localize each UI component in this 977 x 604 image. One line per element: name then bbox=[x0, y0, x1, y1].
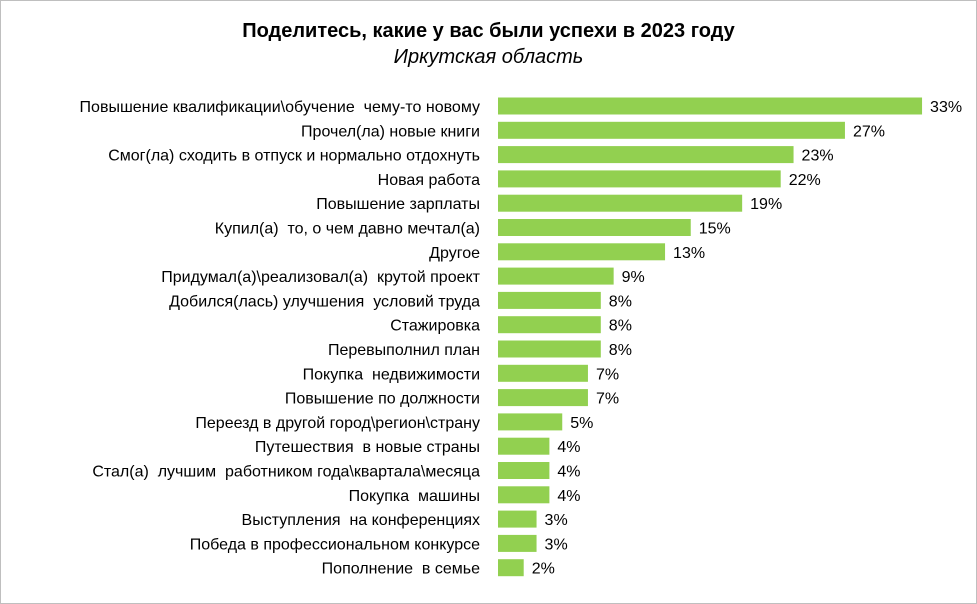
bar bbox=[498, 219, 691, 236]
bar bbox=[498, 389, 588, 407]
category-label: Новая работа bbox=[378, 172, 480, 189]
value-label: 13% bbox=[673, 245, 705, 262]
bar bbox=[498, 146, 794, 164]
bar bbox=[498, 170, 781, 188]
bar bbox=[498, 462, 550, 479]
value-label: 22% bbox=[789, 172, 821, 189]
chart-subtitle: Иркутская область bbox=[393, 46, 584, 68]
bar bbox=[498, 316, 601, 334]
value-label: 33% bbox=[930, 99, 962, 116]
category-label: Выступления на конференциях bbox=[242, 512, 480, 529]
value-label: 5% bbox=[570, 415, 593, 432]
category-label: Другое bbox=[429, 245, 480, 262]
category-label: Покупка машины bbox=[349, 488, 480, 505]
value-label: 19% bbox=[750, 196, 782, 213]
value-label: 23% bbox=[802, 148, 834, 165]
category-label: Стал(а) лучшим работником года\квартала\… bbox=[92, 464, 480, 481]
value-label: 4% bbox=[557, 488, 580, 505]
bar bbox=[498, 194, 743, 212]
category-label: Путешествия в новые страны bbox=[255, 439, 480, 456]
bar bbox=[498, 340, 601, 358]
bar bbox=[498, 121, 845, 139]
category-label: Добился(лась) улучшения условий труда bbox=[169, 293, 480, 310]
category-label: Перевыполнил план bbox=[328, 342, 480, 359]
category-label: Придумал(а)\реализовал(а) крутой проект bbox=[161, 269, 480, 286]
value-label: 7% bbox=[596, 391, 619, 408]
value-label: 4% bbox=[557, 464, 580, 481]
category-label: Переезд в другой город\регион\страну bbox=[195, 415, 480, 432]
bar bbox=[498, 97, 923, 115]
category-label: Повышение зарплаты bbox=[316, 196, 480, 213]
bar bbox=[498, 243, 666, 261]
chart-title: Поделитесь, какие у вас были успехи в 20… bbox=[242, 20, 735, 42]
value-label: 3% bbox=[545, 512, 568, 529]
value-label: 4% bbox=[557, 439, 580, 456]
value-label: 15% bbox=[699, 221, 731, 238]
bar bbox=[498, 267, 614, 285]
value-label: 7% bbox=[596, 366, 619, 383]
category-label: Стажировка bbox=[390, 318, 480, 335]
bar bbox=[498, 291, 601, 309]
bar bbox=[498, 413, 563, 431]
value-label: 8% bbox=[609, 293, 632, 310]
bar bbox=[498, 486, 550, 504]
bar bbox=[498, 534, 537, 552]
value-label: 27% bbox=[853, 123, 885, 140]
bar bbox=[498, 510, 537, 528]
category-label: Победа в профессиональном конкурсе bbox=[190, 536, 480, 553]
value-label: 8% bbox=[609, 318, 632, 335]
category-label: Прочел(ла) новые книги bbox=[301, 123, 480, 140]
category-label: Покупка недвижимости bbox=[303, 366, 480, 383]
value-label: 8% bbox=[609, 342, 632, 359]
category-label: Смог(ла) сходить в отпуск и нормально от… bbox=[108, 148, 480, 165]
bar bbox=[498, 559, 524, 577]
category-label: Повышение квалификации\обучение чему-то … bbox=[80, 99, 480, 116]
category-label: Повышение по должности bbox=[285, 391, 480, 408]
bar bbox=[498, 364, 588, 382]
value-label: 3% bbox=[545, 536, 568, 553]
bar bbox=[498, 437, 550, 455]
category-label: Пополнение в семье bbox=[322, 561, 480, 578]
category-label: Купил(а) то, о чем давно мечтал(а) bbox=[215, 221, 480, 238]
value-label: 2% bbox=[532, 561, 555, 578]
value-label: 9% bbox=[622, 269, 645, 286]
